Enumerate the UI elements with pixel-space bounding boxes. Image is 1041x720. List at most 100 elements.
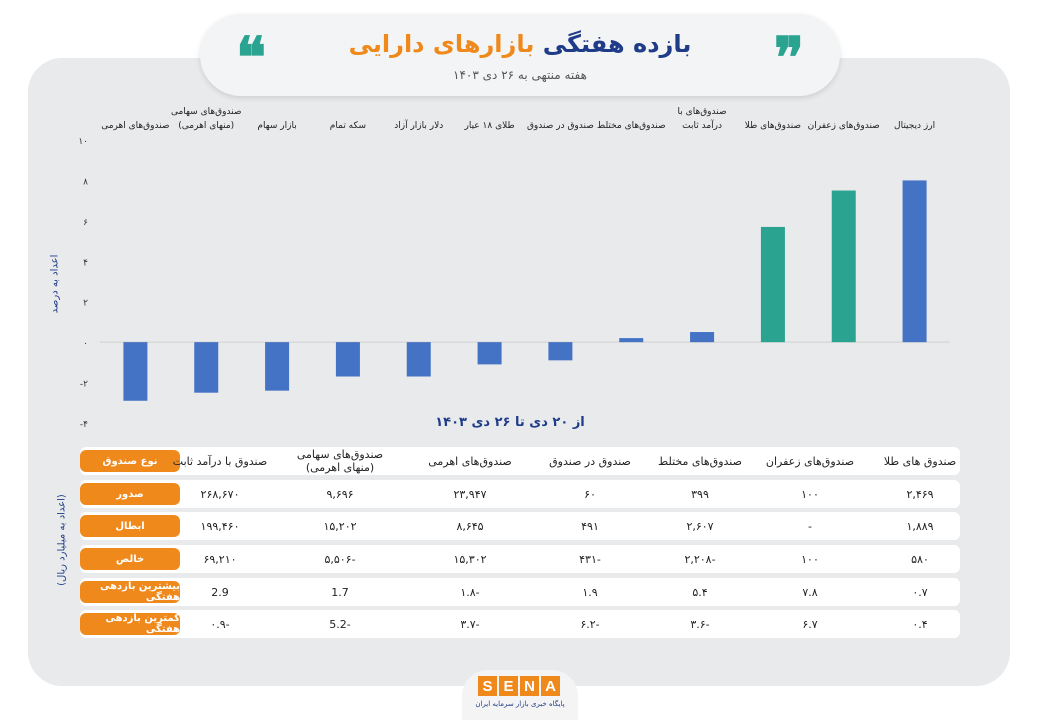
table-cell: ۸,۶۴۵: [456, 519, 484, 533]
table-cell: -۴۳۱: [579, 552, 601, 566]
y-tick-label: ۰: [83, 339, 88, 349]
table-cell: ۰.۷: [912, 585, 928, 599]
table-cell: ۲۶۸,۶۷۰: [200, 487, 240, 501]
table-type-header: نوع صندوق: [80, 450, 180, 472]
table-cell: -۳.۶: [690, 617, 710, 631]
category-label: صندوق‌های مختلط: [597, 121, 666, 131]
table-cell: ۵۸۰: [911, 552, 929, 566]
table-row-label: بیشترین بازدهی هفتگی: [80, 581, 180, 603]
table-row: [80, 545, 960, 573]
table-column-header: صندوق‌های مختلط: [658, 454, 742, 468]
bar: [760, 226, 785, 343]
category-label: صندوق‌های زعفران: [808, 121, 880, 131]
y-tick-label: ۶: [83, 218, 88, 228]
table-cell: ۱۵,۳۰۲: [453, 552, 487, 566]
table-row: [80, 512, 960, 540]
table-row: [80, 447, 960, 475]
y-tick-label: ۲: [83, 299, 88, 309]
table-cell: ۱۰۰: [801, 552, 819, 566]
category-label: صندوق در صندوق: [527, 121, 594, 131]
category-label: سکه تمام: [330, 121, 366, 131]
table-cell: ۱.۹: [582, 585, 598, 599]
category-label: صندوق‌های طلا: [745, 121, 801, 131]
title-part-2: بازارهای دارایی: [348, 30, 535, 58]
table-row: [80, 610, 960, 638]
table-column-header: صندوق در صندوق: [549, 454, 631, 468]
table-column-header: صندوق با درآمد ثابت: [172, 454, 268, 468]
table-cell: -۶.۲: [580, 617, 600, 631]
chart-period-label: از ۲۰ دی تا ۲۶ دی ۱۴۰۳: [435, 415, 585, 430]
table-row-label: صدور: [80, 483, 180, 505]
table-cell: ۰.۴: [912, 617, 928, 631]
table-row: [80, 480, 960, 508]
table-cell: -۵,۵۰۶: [324, 552, 356, 566]
title-part-1: بازده هفتگی: [542, 30, 692, 58]
open-quote-icon: ❝: [236, 25, 267, 91]
table-cell: ۶۹,۲۱۰: [203, 552, 237, 566]
bar: [406, 342, 431, 377]
y-tick-label: -۴: [80, 420, 88, 430]
table-unit-label: (اعداد به میلیارد ریال): [56, 494, 68, 586]
category-label: طلای ۱۸ عیار: [463, 121, 514, 131]
table-row-label: کمترین بازدهی هفتگی: [80, 613, 180, 635]
sena-logo: S E N A پایگاه خبری بازار سرمایه ایران: [462, 670, 578, 720]
table-cell: -5.2: [329, 617, 351, 631]
y-tick-label: ۴: [83, 258, 88, 268]
table-cell: ۶.۷: [802, 617, 818, 631]
table-cell: ۱۵,۲۰۲: [323, 519, 357, 533]
table-cell: ۵.۴: [692, 585, 708, 599]
logo-letter: N: [520, 676, 539, 696]
bar: [123, 342, 148, 401]
close-quote-icon: ❞: [773, 25, 804, 91]
header-banner: ❝ ❞ بازده هفتگی بازارهای دارایی هفته منت…: [200, 14, 840, 96]
table-cell: 1.7: [331, 585, 349, 599]
logo-tagline: پایگاه خبری بازار سرمایه ایران: [475, 700, 565, 708]
table-cell: ۹,۶۹۶: [326, 487, 354, 501]
y-tick-label: -۲: [80, 380, 88, 390]
category-label: صندوق‌های سهامی (منهای اهرمی): [171, 107, 242, 131]
category-label: صندوق‌های با درآمد ثابت: [678, 107, 727, 131]
table-cell: ۶۰: [584, 487, 596, 501]
table-cell: -۰.۹: [210, 617, 230, 631]
page-title: بازده هفتگی بازارهای دارایی: [200, 30, 840, 58]
bar: [831, 190, 856, 343]
table-cell: -۲,۲۰۸: [684, 552, 716, 566]
table-cell: ۱۰۰: [801, 487, 819, 501]
table-cell: -۳.۷: [460, 617, 480, 631]
table-cell: ۳۹۹: [691, 487, 709, 501]
bar: [619, 338, 644, 343]
table-cell: ۱,۸۸۹: [906, 519, 934, 533]
table-column-header: صندوق‌ های طلا: [883, 454, 957, 468]
table-row-label: خالص: [80, 548, 180, 570]
table-row-label: ابطال: [80, 515, 180, 537]
bar: [265, 342, 290, 391]
table-row: [80, 578, 960, 606]
table-cell: -: [808, 519, 812, 533]
category-label: صندوق‌های اهرمی: [101, 121, 169, 131]
page-subtitle: هفته منتهی به ۲۶ دی ۱۴۰۳: [453, 68, 587, 82]
table-cell: ۲,۴۶۹: [906, 487, 934, 501]
bar: [548, 342, 573, 361]
logo-letter: A: [541, 676, 560, 696]
bar: [902, 180, 927, 343]
category-label: دلار بازار آزاد: [394, 119, 443, 131]
bar: [194, 342, 219, 393]
bar: [335, 342, 360, 377]
y-tick-label: ۱۰: [78, 137, 88, 147]
table-cell: ۱۹۹,۴۶۰: [200, 519, 240, 533]
table-column-header: صندوق‌های زعفران: [765, 454, 855, 468]
category-label: ارز دیجیتال: [894, 121, 935, 131]
bar-chart: ۱۰ ۸ ۶ ۴ ۲ ۰ -۲ -۴ ارز دیجیتال صندوق‌های زعفران صن…: [78, 107, 950, 430]
table-cell: ۷.۸: [802, 585, 818, 599]
table-column-header: صندوق‌های سهامی (منهای اهرمی): [296, 448, 384, 474]
table-column-header: صندوق‌های اهرمی: [428, 454, 512, 468]
y-tick-label: ۸: [83, 177, 88, 187]
table-cell: 2.9: [211, 585, 229, 599]
bar: [477, 342, 502, 365]
table-cell: -۱.۸: [460, 585, 480, 599]
table-cell: ۴۹۱: [581, 519, 599, 533]
bar: [690, 332, 715, 343]
logo-letter: S: [478, 676, 497, 696]
table-cell: ۲۳,۹۴۷: [453, 487, 487, 501]
table-cell: ۲,۶۰۷: [686, 519, 714, 533]
